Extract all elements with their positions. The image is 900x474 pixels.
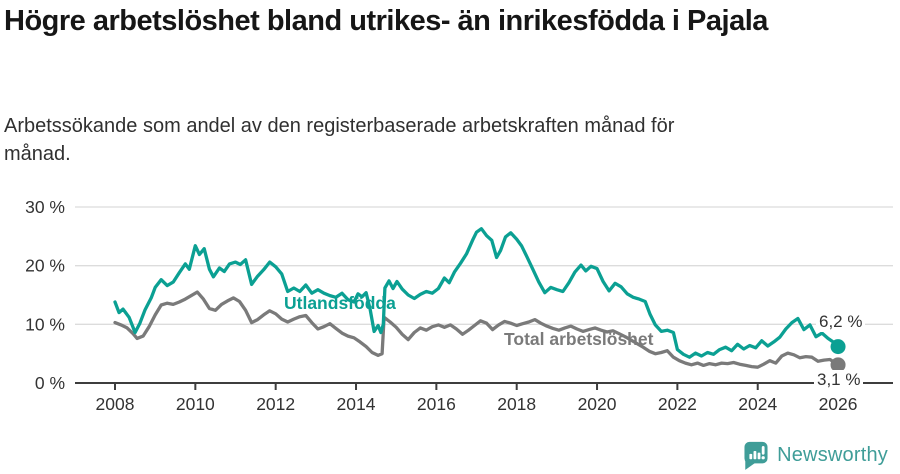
- svg-text:20 %: 20 %: [25, 256, 65, 276]
- svg-text:2020: 2020: [578, 394, 617, 414]
- svg-text:2014: 2014: [337, 394, 376, 414]
- page-title: Högre arbetslöshet bland utrikes- än inr…: [4, 5, 768, 37]
- svg-text:2012: 2012: [256, 394, 295, 414]
- series-label-utlandsfodda: Utlandsfödda: [284, 293, 396, 313]
- end-value-label-utlandsfodda: 6,2 %: [816, 312, 866, 332]
- svg-text:2016: 2016: [417, 394, 456, 414]
- svg-text:2022: 2022: [658, 394, 697, 414]
- svg-text:2018: 2018: [497, 394, 536, 414]
- svg-text:2024: 2024: [738, 394, 777, 414]
- svg-text:2008: 2008: [96, 394, 135, 414]
- footer-branding: Newsworthy: [742, 440, 888, 471]
- brand-name: Newsworthy: [777, 444, 888, 466]
- chart-subtitle: Arbetssökande som andel av den registerb…: [4, 115, 675, 165]
- svg-text:10 %: 10 %: [25, 314, 65, 334]
- end-value-label-total: 3,1 %: [814, 370, 864, 390]
- svg-text:2010: 2010: [176, 394, 215, 414]
- svg-text:0 %: 0 %: [35, 373, 65, 393]
- svg-text:2026: 2026: [819, 394, 858, 414]
- newsworthy-logo-icon: [744, 441, 768, 470]
- series-label-total-arbetsloshet: Total arbetslöshet: [504, 329, 654, 349]
- svg-text:30 %: 30 %: [25, 197, 65, 217]
